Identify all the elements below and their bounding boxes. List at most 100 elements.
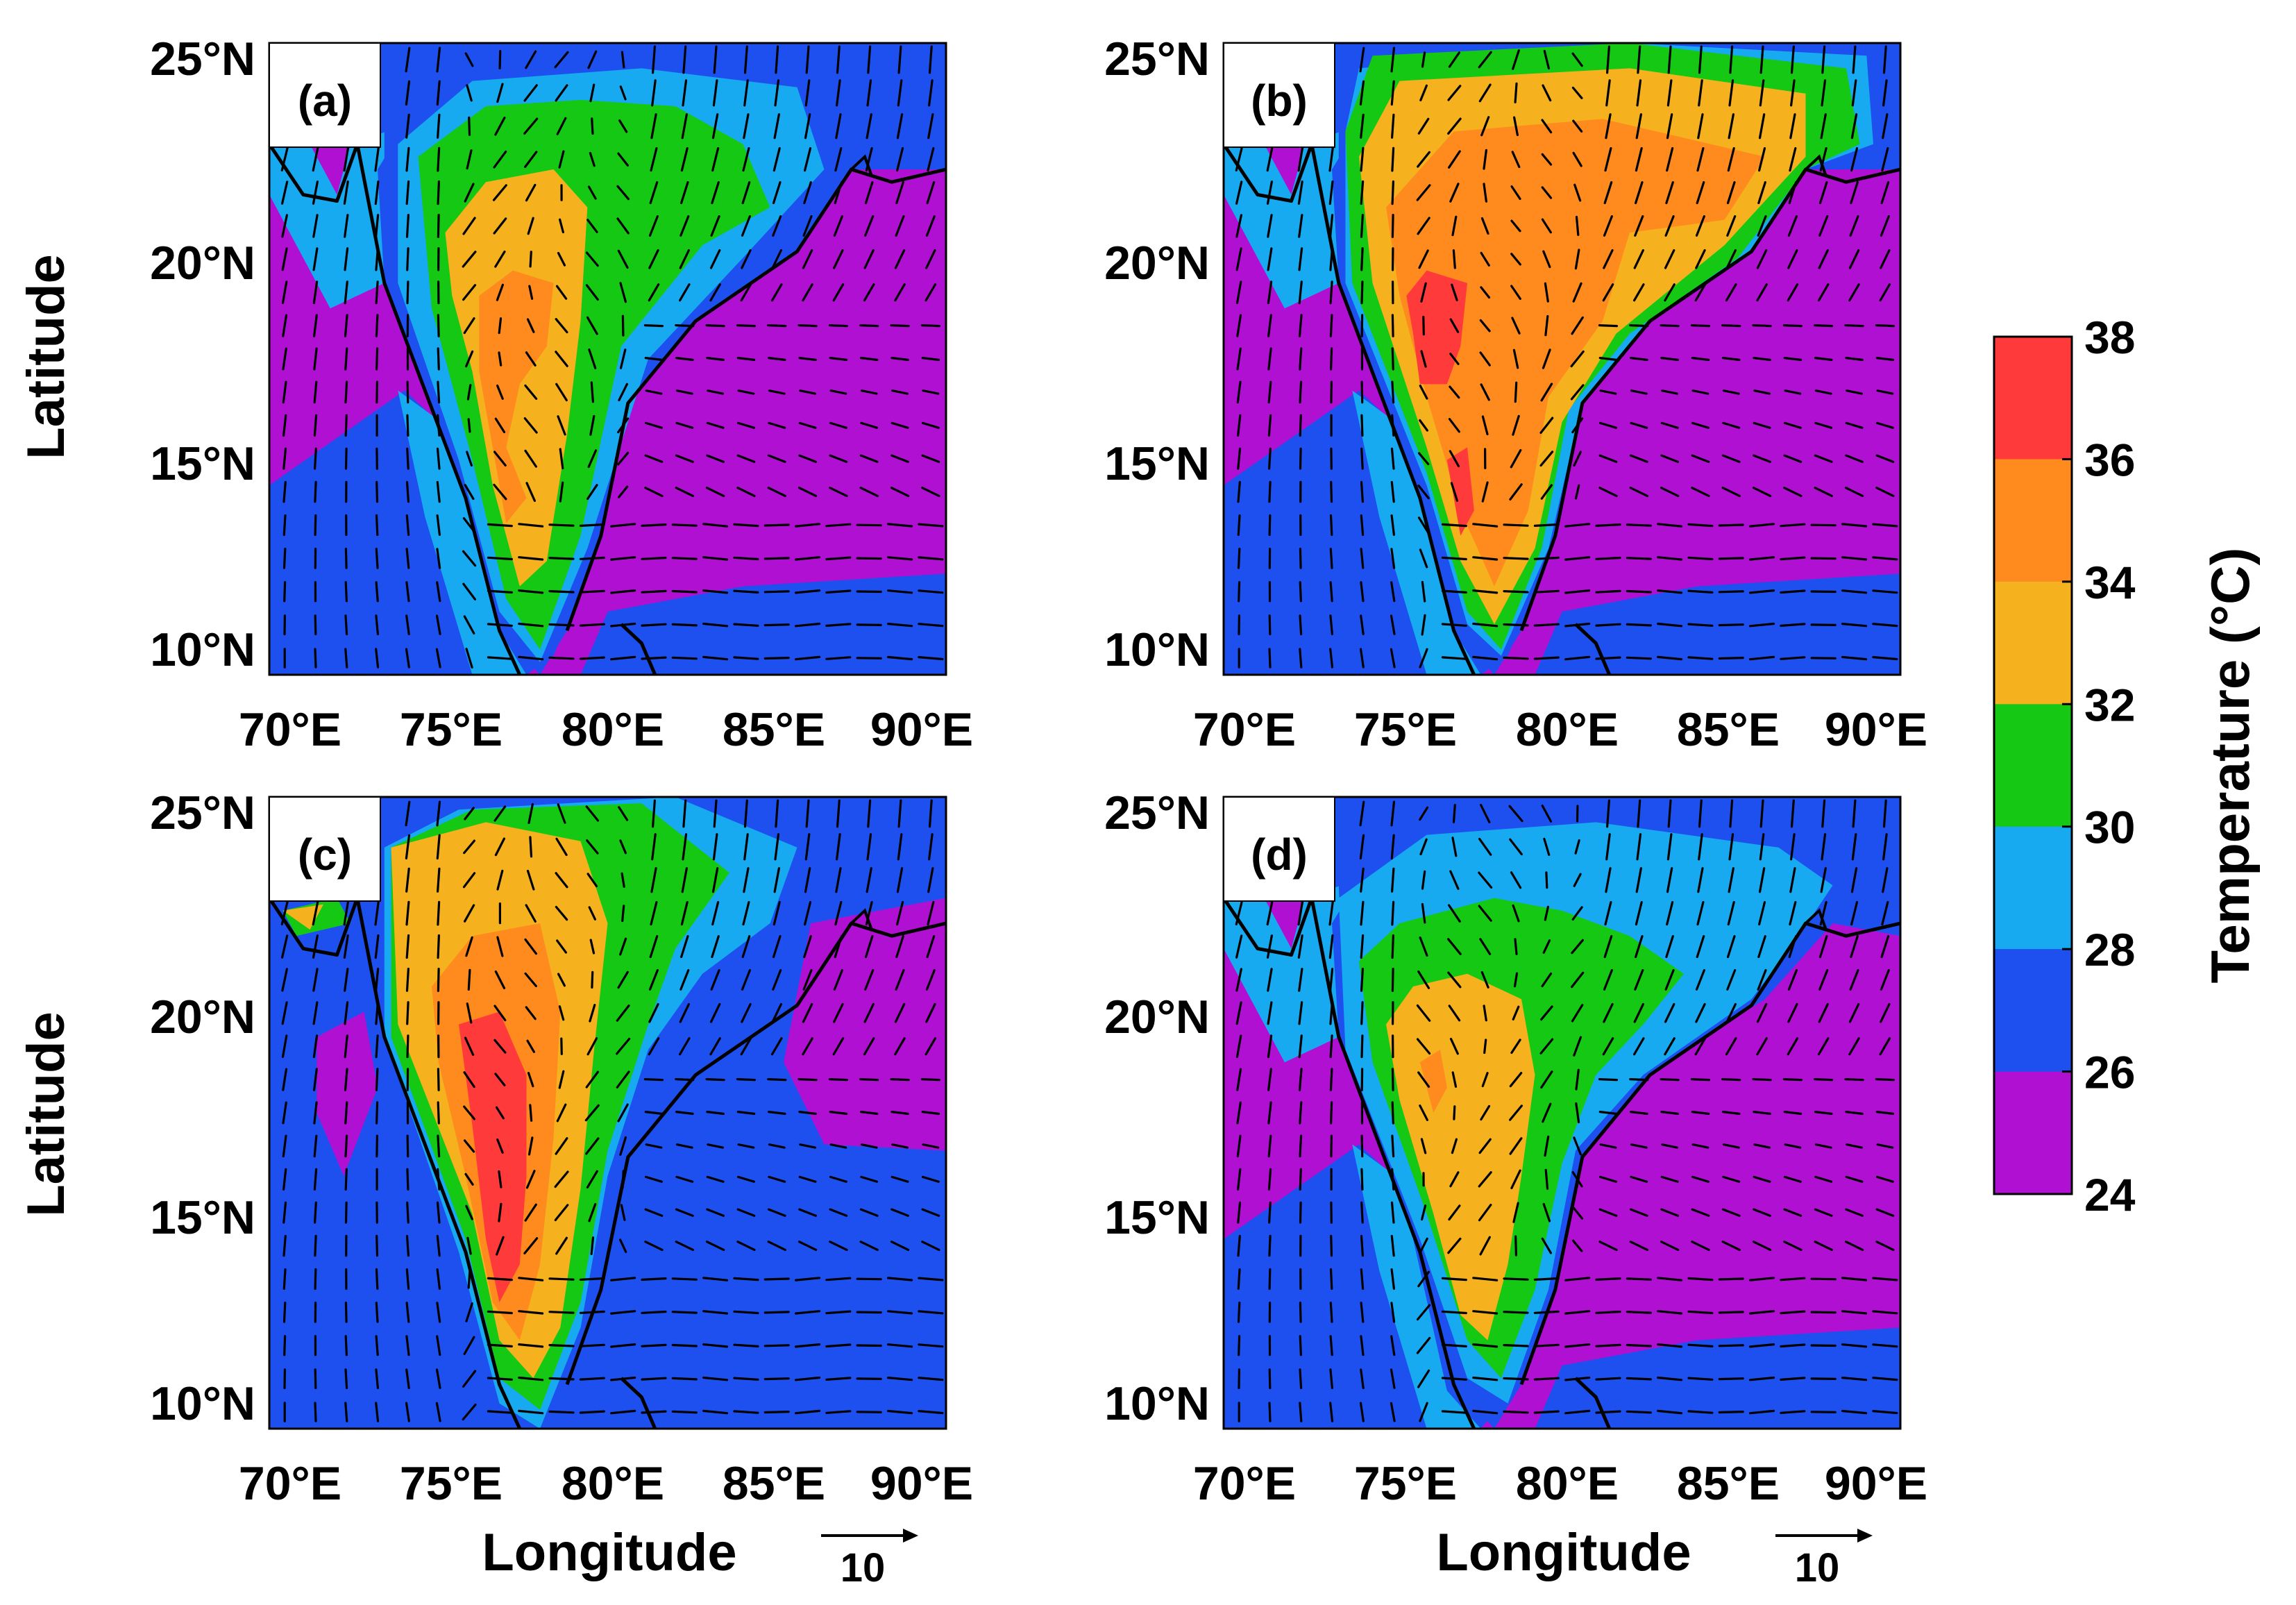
wind-vector bbox=[1509, 838, 1523, 856]
wind-vector bbox=[794, 589, 821, 594]
wind-vector bbox=[743, 833, 749, 861]
wind-vector bbox=[733, 556, 759, 561]
wind-vector bbox=[1417, 217, 1430, 235]
wind-vector bbox=[587, 449, 598, 469]
wind-vector bbox=[641, 1377, 667, 1381]
colorbar-tick-label: 28 bbox=[2084, 924, 2135, 975]
wind-vector bbox=[518, 622, 544, 628]
wind-vector bbox=[1756, 283, 1768, 302]
wind-vector bbox=[1691, 1143, 1710, 1149]
wind-vector bbox=[1480, 383, 1490, 401]
wind-vector bbox=[1595, 1377, 1621, 1381]
wind-vector bbox=[1722, 1143, 1740, 1149]
wind-vector bbox=[1390, 447, 1395, 470]
wind-vector bbox=[1783, 1175, 1802, 1183]
wind-vector bbox=[733, 523, 759, 528]
wind-vector bbox=[1783, 421, 1802, 429]
wind-vector bbox=[1417, 1071, 1430, 1088]
wind-vector bbox=[1695, 215, 1706, 237]
wind-vector bbox=[1390, 1368, 1396, 1389]
wind-vector bbox=[619, 937, 627, 956]
map-panel-a: (a) bbox=[268, 42, 947, 676]
wind-vector bbox=[313, 1201, 317, 1224]
wind-vector bbox=[437, 314, 440, 337]
wind-vector bbox=[702, 523, 729, 528]
wind-vector bbox=[794, 1343, 821, 1348]
wind-vector bbox=[467, 968, 471, 991]
wind-vector bbox=[1598, 1111, 1618, 1115]
wind-vector bbox=[1753, 1143, 1771, 1149]
wind-vector bbox=[437, 214, 440, 238]
temperature-field bbox=[1224, 797, 1900, 1429]
wind-vector bbox=[1542, 1102, 1552, 1123]
wind-vector bbox=[1541, 186, 1553, 199]
wind-vector bbox=[794, 1409, 821, 1415]
wind-vector bbox=[1298, 314, 1303, 337]
wind-vector bbox=[1472, 1343, 1499, 1348]
wind-vector bbox=[487, 589, 513, 594]
wind-vector bbox=[1391, 113, 1395, 139]
wind-vector bbox=[804, 113, 811, 140]
wind-vector bbox=[436, 581, 441, 603]
wind-vector bbox=[641, 1277, 667, 1282]
wind-vector bbox=[736, 1078, 757, 1082]
wind-vector bbox=[829, 389, 847, 395]
wind-vector bbox=[1882, 867, 1889, 893]
wind-vector bbox=[1629, 454, 1648, 463]
wind-vector bbox=[1748, 1277, 1775, 1282]
wind-vector bbox=[282, 447, 287, 470]
wind-vector bbox=[555, 351, 568, 367]
wind-vector bbox=[1533, 1377, 1560, 1381]
x-axis-label: Longitude bbox=[482, 1523, 736, 1582]
coastline bbox=[269, 142, 946, 675]
wind-vector bbox=[1480, 1104, 1491, 1121]
wind-vector bbox=[825, 523, 852, 528]
wind-vector bbox=[1480, 804, 1491, 823]
wind-vector bbox=[1329, 1368, 1333, 1390]
lon-tick-label: 70°E bbox=[239, 703, 341, 756]
wind-vector bbox=[733, 1277, 759, 1282]
wind-vector bbox=[464, 904, 475, 923]
wind-vector bbox=[1725, 249, 1737, 269]
wind-vector bbox=[312, 280, 319, 305]
wind-vector bbox=[742, 147, 750, 172]
wind-vector bbox=[1359, 834, 1365, 860]
wind-vector bbox=[890, 454, 909, 463]
wind-vector bbox=[465, 1204, 473, 1220]
wind-vector bbox=[680, 901, 689, 926]
wind-vector bbox=[405, 548, 410, 569]
wind-vector bbox=[1844, 487, 1864, 498]
wind-vector bbox=[890, 357, 909, 361]
wind-vector bbox=[1419, 84, 1428, 102]
wind-vector bbox=[1726, 215, 1737, 237]
wind-vector bbox=[1510, 448, 1522, 469]
wind-vector bbox=[1634, 215, 1644, 237]
wind-vector bbox=[1360, 480, 1364, 503]
wind-vector bbox=[1328, 146, 1334, 172]
wind-vector bbox=[798, 1208, 817, 1217]
wind-vector bbox=[1698, 45, 1703, 74]
wind-vector bbox=[774, 833, 780, 861]
wind-vector bbox=[1360, 867, 1365, 893]
wind-vector bbox=[1503, 589, 1529, 594]
wind-vector bbox=[527, 1136, 534, 1156]
colorbar-segment bbox=[1994, 1071, 2072, 1195]
wind-vector bbox=[1328, 180, 1334, 205]
wind-vector bbox=[1419, 548, 1428, 569]
wind-vector bbox=[1845, 1175, 1864, 1183]
wind-vector bbox=[1820, 867, 1827, 893]
wind-vector bbox=[1509, 1137, 1523, 1155]
wind-vector bbox=[557, 803, 566, 824]
wind-vector bbox=[1299, 1402, 1303, 1422]
wind-vector bbox=[1510, 253, 1521, 266]
wind-vector bbox=[1449, 450, 1460, 468]
wind-vector bbox=[706, 1175, 725, 1183]
wind-vector bbox=[1687, 623, 1714, 627]
wind-vector bbox=[741, 1003, 752, 1023]
wind-vector bbox=[312, 1034, 319, 1059]
wind-vector bbox=[1480, 286, 1491, 299]
wind-vector bbox=[641, 623, 667, 627]
wind-vector bbox=[772, 215, 782, 237]
wind-vector bbox=[1757, 147, 1766, 172]
wind-vector bbox=[1237, 514, 1241, 537]
